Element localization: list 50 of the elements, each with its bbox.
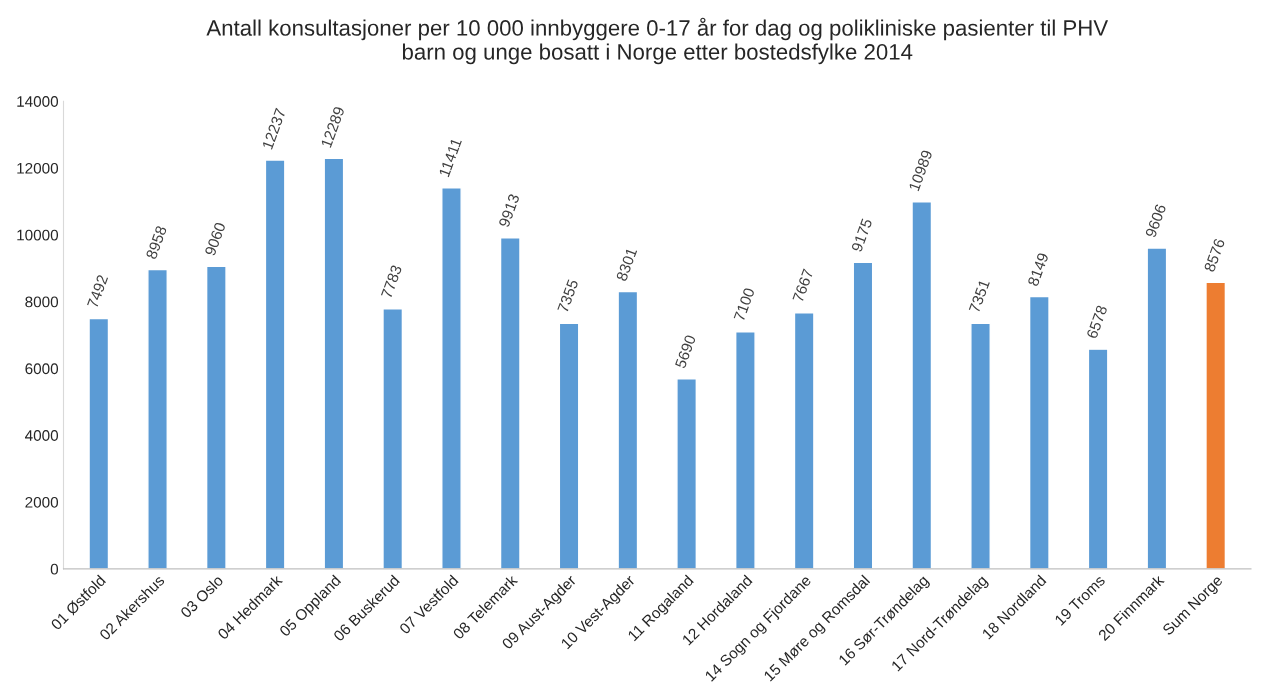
bar xyxy=(793,312,815,569)
y-tick-label: 4000 xyxy=(25,430,59,441)
bar xyxy=(970,322,991,569)
bar xyxy=(1146,247,1168,569)
bar xyxy=(676,378,698,569)
data-label: 9606 xyxy=(1145,203,1167,238)
data-label: 8576 xyxy=(1203,238,1226,273)
bar xyxy=(1087,348,1109,569)
y-tick-label: 8000 xyxy=(25,296,59,308)
data-label: 7492 xyxy=(86,274,109,309)
data-label: 8301 xyxy=(615,247,638,282)
x-tick-label: 03 Oslo xyxy=(179,574,224,619)
data-label: 8958 xyxy=(145,225,167,260)
y-tick-label: 2000 xyxy=(25,496,59,508)
data-label: 9060 xyxy=(204,221,226,257)
data-label: 12237 xyxy=(261,107,286,150)
bar xyxy=(852,261,874,569)
y-tick-label: 0 xyxy=(50,563,59,575)
bar xyxy=(735,331,756,569)
bar xyxy=(382,308,404,569)
data-label: 8149 xyxy=(1027,252,1049,287)
data-label: 7783 xyxy=(380,264,403,299)
bar xyxy=(205,265,227,569)
bar xyxy=(911,201,933,569)
bar xyxy=(264,159,286,569)
data-label: 9175 xyxy=(851,217,873,253)
bar xyxy=(499,237,521,569)
bar xyxy=(1028,295,1050,569)
data-label: 6578 xyxy=(1086,304,1108,340)
data-label: 7355 xyxy=(557,278,579,314)
data-label: 10989 xyxy=(908,149,933,192)
y-tick-label: 14000 xyxy=(17,96,59,107)
bar xyxy=(1205,281,1227,569)
data-label: 9913 xyxy=(498,193,520,228)
bar xyxy=(617,290,639,569)
data-label: 12289 xyxy=(320,106,345,148)
data-label: 7667 xyxy=(792,268,814,303)
y-tick-label: 10000 xyxy=(17,229,59,241)
data-label: 5690 xyxy=(674,334,697,369)
bar xyxy=(323,157,345,569)
y-tick-label: 12000 xyxy=(17,162,59,174)
bar xyxy=(441,186,462,569)
bar xyxy=(558,322,580,569)
data-label: 7351 xyxy=(968,278,990,314)
bar xyxy=(147,268,168,569)
data-label: 11411 xyxy=(438,137,462,178)
chart-title: Antall konsultasjoner per 10 000 innbyggere 0-17 år for dag og polikliniske pasienter til PHV barn og unge bosatt i Norge etter bostedsfylke 2014 xyxy=(206,17,1109,65)
y-tick-label: 6000 xyxy=(25,363,59,375)
data-label: 7100 xyxy=(733,287,755,322)
bar xyxy=(88,317,110,569)
